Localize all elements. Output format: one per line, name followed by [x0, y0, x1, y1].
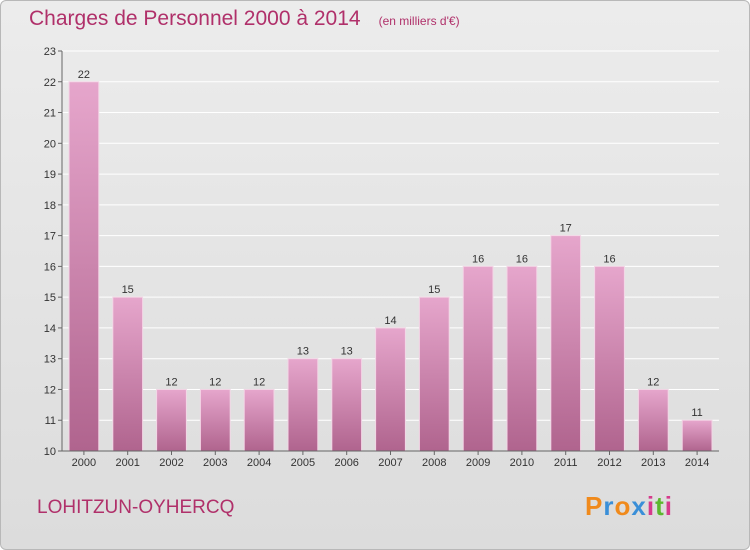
logo-letter: P	[585, 491, 604, 521]
logo-letter: x	[631, 491, 647, 521]
y-tick-label: 17	[44, 231, 56, 243]
y-tick-label: 15	[44, 292, 56, 304]
x-tick-label: 2005	[291, 457, 315, 469]
bar	[287, 358, 319, 452]
x-tick-label: 2003	[203, 457, 227, 469]
y-tick-label: 14	[44, 323, 56, 335]
bar	[199, 388, 231, 452]
bar	[462, 265, 494, 452]
x-tick-label: 2004	[247, 457, 271, 469]
data-label: 12	[165, 376, 177, 388]
chart-title: Charges de Personnel 2000 à 2014 (en mill…	[29, 7, 460, 30]
bar	[112, 296, 144, 452]
data-label: 17	[560, 223, 572, 235]
bar	[506, 265, 538, 452]
y-tick-label: 21	[44, 108, 56, 120]
data-label: 16	[516, 253, 528, 265]
data-label: 14	[384, 315, 396, 327]
y-tick-label: 22	[44, 77, 56, 89]
bar	[681, 419, 713, 452]
bar	[550, 235, 582, 452]
bar	[594, 265, 625, 452]
x-tick-label: 2012	[597, 457, 621, 469]
bar	[331, 358, 363, 452]
data-label: 12	[647, 376, 659, 388]
y-tick-label: 23	[44, 46, 56, 58]
y-tick-label: 13	[44, 354, 56, 366]
x-tick-label: 2013	[641, 457, 665, 469]
y-tick-label: 20	[44, 138, 56, 150]
chart-subtitle: (en milliers d'€)	[378, 14, 460, 28]
bar	[68, 81, 100, 452]
data-label: 16	[603, 253, 615, 265]
x-tick-label: 2006	[334, 457, 358, 469]
data-label: 15	[122, 284, 134, 296]
bar	[637, 388, 669, 452]
data-label: 15	[428, 284, 440, 296]
x-tick-label: 2000	[72, 457, 96, 469]
logo-letter: i	[646, 491, 656, 521]
x-tick-label: 2010	[510, 457, 534, 469]
data-label: 22	[78, 69, 90, 81]
x-tick-label: 2007	[378, 457, 402, 469]
data-label: 13	[341, 346, 353, 358]
data-label: 12	[209, 376, 221, 388]
logo-letter: i	[664, 491, 673, 521]
axes: 10 11 12 13 14 15 16 17 18 19 20 21 22 23 2000 2001 2002…	[44, 46, 719, 469]
data-label: 12	[253, 376, 265, 388]
data-label: 11	[691, 407, 702, 419]
bar	[375, 327, 406, 452]
x-tick-label: 2002	[159, 457, 183, 469]
logo-letter: r	[603, 491, 615, 521]
logo-letter: o	[614, 491, 632, 521]
y-tick-label: 11	[45, 415, 56, 427]
x-tick-label: 2009	[466, 457, 490, 469]
bar	[418, 296, 450, 452]
x-tick-label: 2008	[422, 457, 446, 469]
y-tick-label: 10	[44, 446, 56, 458]
x-tick-label: 2014	[685, 457, 709, 469]
commune-name: LOHITZUN-OYHERCQ	[37, 497, 235, 518]
data-label: 13	[297, 346, 309, 358]
proxiti-logo: Proxiti	[585, 491, 673, 522]
y-tick-label: 18	[44, 200, 56, 212]
x-tick-label: 2001	[115, 457, 139, 469]
bars: 22 15 12 12 12 13 13 14 15 16 16 17 16 12 11	[68, 69, 713, 452]
logo-letter: t	[655, 491, 665, 521]
data-label: 16	[472, 253, 484, 265]
y-tick-label: 19	[44, 169, 56, 181]
bar	[243, 388, 275, 452]
bar	[156, 388, 187, 452]
x-tick-label: 2011	[554, 457, 578, 469]
y-tick-label: 12	[44, 384, 56, 396]
y-tick-label: 16	[44, 261, 56, 273]
